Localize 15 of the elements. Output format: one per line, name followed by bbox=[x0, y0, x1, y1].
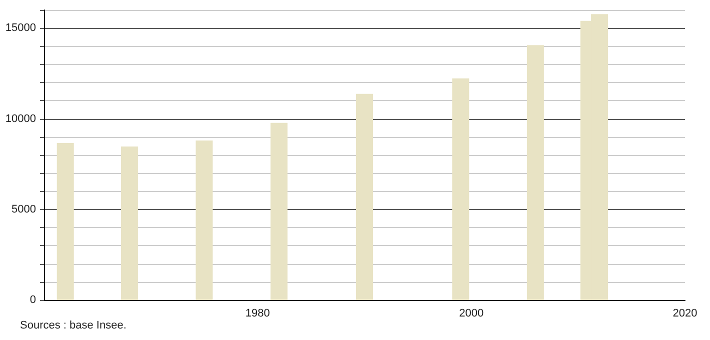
bar bbox=[452, 78, 470, 300]
y-tick-label: 0 bbox=[30, 294, 36, 306]
bar bbox=[56, 143, 74, 300]
bar bbox=[196, 140, 213, 300]
bar bbox=[120, 146, 138, 300]
x-tick-label: 2000 bbox=[459, 308, 484, 320]
y-tick-label: 5000 bbox=[12, 203, 36, 216]
bar bbox=[270, 122, 288, 300]
y-tick-label: 10000 bbox=[5, 112, 36, 125]
bar bbox=[356, 94, 373, 300]
x-tick-label: 1980 bbox=[245, 308, 270, 320]
source-note: Sources : base Insee. bbox=[20, 320, 126, 332]
bar bbox=[526, 45, 544, 300]
y-tick-label: 15000 bbox=[5, 22, 36, 34]
x-tick-label: 2020 bbox=[672, 308, 698, 320]
